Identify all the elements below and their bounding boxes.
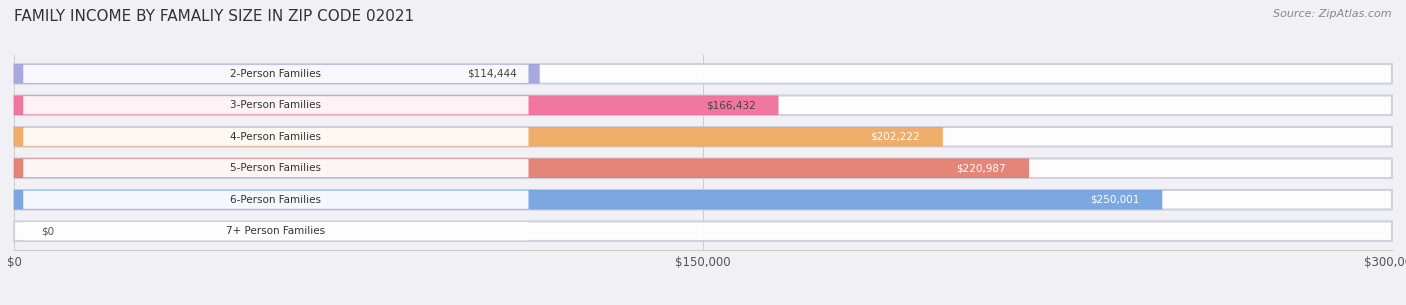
Text: FAMILY INCOME BY FAMALIY SIZE IN ZIP CODE 02021: FAMILY INCOME BY FAMALIY SIZE IN ZIP COD… bbox=[14, 9, 415, 24]
FancyBboxPatch shape bbox=[24, 191, 529, 209]
FancyBboxPatch shape bbox=[14, 95, 1392, 115]
Text: $0: $0 bbox=[42, 226, 55, 236]
Text: 5-Person Families: 5-Person Families bbox=[231, 163, 322, 173]
Text: $114,444: $114,444 bbox=[467, 69, 517, 79]
Text: 7+ Person Families: 7+ Person Families bbox=[226, 226, 325, 236]
FancyBboxPatch shape bbox=[24, 127, 529, 146]
FancyBboxPatch shape bbox=[24, 222, 529, 240]
FancyBboxPatch shape bbox=[14, 221, 1392, 241]
Text: $202,222: $202,222 bbox=[870, 132, 920, 142]
Text: Source: ZipAtlas.com: Source: ZipAtlas.com bbox=[1274, 9, 1392, 19]
FancyBboxPatch shape bbox=[14, 64, 540, 84]
Text: 3-Person Families: 3-Person Families bbox=[231, 100, 322, 110]
Text: $220,987: $220,987 bbox=[956, 163, 1007, 173]
Text: $166,432: $166,432 bbox=[706, 100, 755, 110]
FancyBboxPatch shape bbox=[14, 190, 1163, 210]
FancyBboxPatch shape bbox=[14, 190, 1392, 210]
FancyBboxPatch shape bbox=[14, 64, 1392, 84]
FancyBboxPatch shape bbox=[14, 127, 1392, 146]
FancyBboxPatch shape bbox=[14, 159, 1029, 178]
FancyBboxPatch shape bbox=[14, 95, 779, 115]
Text: $250,001: $250,001 bbox=[1090, 195, 1139, 205]
FancyBboxPatch shape bbox=[14, 127, 943, 146]
FancyBboxPatch shape bbox=[14, 159, 1392, 178]
FancyBboxPatch shape bbox=[24, 159, 529, 178]
FancyBboxPatch shape bbox=[24, 96, 529, 114]
Text: 2-Person Families: 2-Person Families bbox=[231, 69, 322, 79]
Text: 6-Person Families: 6-Person Families bbox=[231, 195, 322, 205]
Text: 4-Person Families: 4-Person Families bbox=[231, 132, 322, 142]
FancyBboxPatch shape bbox=[24, 65, 529, 83]
